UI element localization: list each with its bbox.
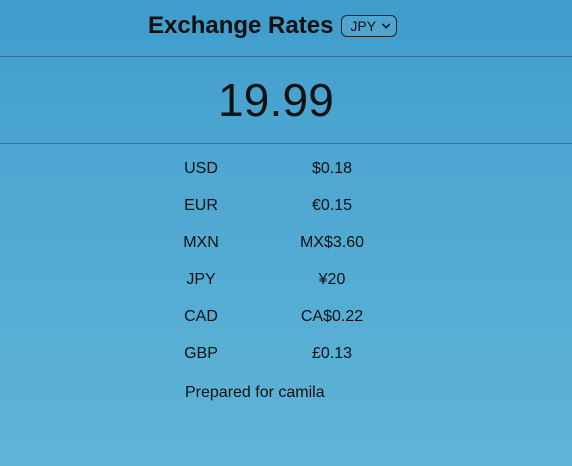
rate-code: JPY xyxy=(163,271,239,289)
rate-row-cad: CAD CA$0.22 xyxy=(0,308,572,345)
rate-value: ¥20 xyxy=(272,271,392,289)
rate-code: GBP xyxy=(163,345,239,363)
rate-value: €0.15 xyxy=(272,197,392,215)
amount-area: 19.99 xyxy=(0,57,572,144)
page-title: Exchange Rates xyxy=(148,11,333,41)
rate-value: £0.13 xyxy=(272,345,392,363)
header: Exchange Rates JPY xyxy=(0,0,572,57)
currency-select-value: JPY xyxy=(350,19,376,33)
rate-row-jpy: JPY ¥20 xyxy=(0,271,572,308)
prepared-for-text: Prepared for camila xyxy=(185,384,325,402)
rate-code: MXN xyxy=(163,234,239,252)
chevron-down-icon xyxy=(382,21,390,31)
header-inner: Exchange Rates JPY xyxy=(148,11,397,41)
rate-value: MX$3.60 xyxy=(272,234,392,252)
rate-code: EUR xyxy=(163,197,239,215)
rate-row-gbp: GBP £0.13 xyxy=(0,345,572,382)
rate-row-mxn: MXN MX$3.60 xyxy=(0,234,572,271)
rate-code: CAD xyxy=(163,308,239,326)
rate-value: $0.18 xyxy=(272,160,392,178)
rate-row-usd: USD $0.18 xyxy=(0,160,572,197)
exchange-rates-app: Exchange Rates JPY 19.99 USD $0.18 EUR €… xyxy=(0,0,572,382)
rates-list: USD $0.18 EUR €0.15 MXN MX$3.60 JPY ¥20 … xyxy=(0,160,572,382)
currency-select[interactable]: JPY xyxy=(341,15,397,37)
rate-code: USD xyxy=(163,160,239,178)
rate-value: CA$0.22 xyxy=(272,308,392,326)
rate-row-eur: EUR €0.15 xyxy=(0,197,572,234)
amount-value: 19.99 xyxy=(218,74,334,126)
